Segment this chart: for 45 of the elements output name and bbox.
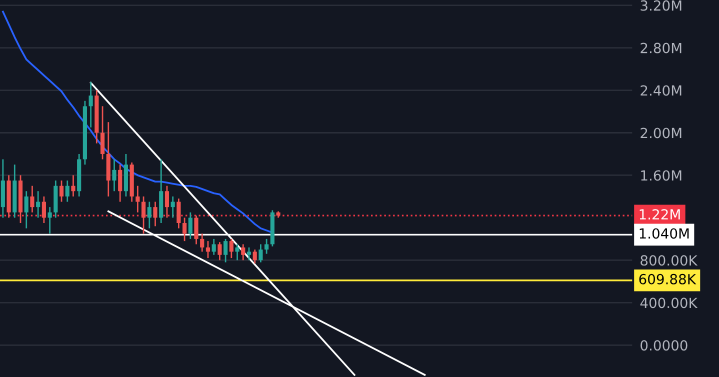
ref-line-label: 1.040M xyxy=(640,228,689,239)
y-tick-label: 1.60M xyxy=(641,170,682,181)
candlestick xyxy=(147,201,152,230)
candlestick xyxy=(176,198,181,230)
candlestick xyxy=(194,214,198,245)
candlestick xyxy=(42,196,46,224)
candlestick xyxy=(24,190,28,230)
y-tick-label: 2.00M xyxy=(640,128,682,138)
y-tick-label: 2.40M xyxy=(640,85,682,96)
candlestick xyxy=(48,206,52,234)
candlestick xyxy=(30,185,34,214)
candlestick xyxy=(65,180,70,202)
candlestick xyxy=(36,190,40,218)
candlestick xyxy=(241,244,246,261)
candlestick xyxy=(118,164,122,202)
candlestick xyxy=(136,185,140,214)
candlestick xyxy=(88,81,93,128)
candlestick xyxy=(153,201,158,227)
candlestick xyxy=(229,238,234,259)
y-tick-label: 800.00K xyxy=(640,255,698,266)
candlestick xyxy=(164,185,170,218)
y-tick-label: 2.80M xyxy=(640,42,682,54)
ref-line-label: 609.88K xyxy=(639,274,696,284)
y-tick-label: 400.00K xyxy=(640,298,698,308)
candlestick xyxy=(224,238,228,263)
candlestick xyxy=(252,248,257,264)
candlestick xyxy=(182,217,187,242)
candlestick xyxy=(206,240,210,259)
candlestick xyxy=(141,196,146,234)
candlestick xyxy=(200,232,204,252)
candlestick xyxy=(212,238,216,256)
candlestick xyxy=(235,244,240,261)
candlestick xyxy=(71,174,76,198)
y-tick-label: 3.20M xyxy=(640,0,682,11)
candlestick xyxy=(170,196,175,218)
candlestick xyxy=(59,180,64,202)
candlestick xyxy=(218,241,222,261)
y-tick-label: 0.0000 xyxy=(640,340,688,351)
candlestick xyxy=(264,238,269,255)
candlestick xyxy=(258,244,263,263)
candlestick xyxy=(246,246,252,261)
candlestick xyxy=(100,106,105,160)
ref-line-label: 1.22M xyxy=(640,209,680,220)
candlestick xyxy=(188,212,192,240)
candlestick xyxy=(112,158,116,192)
